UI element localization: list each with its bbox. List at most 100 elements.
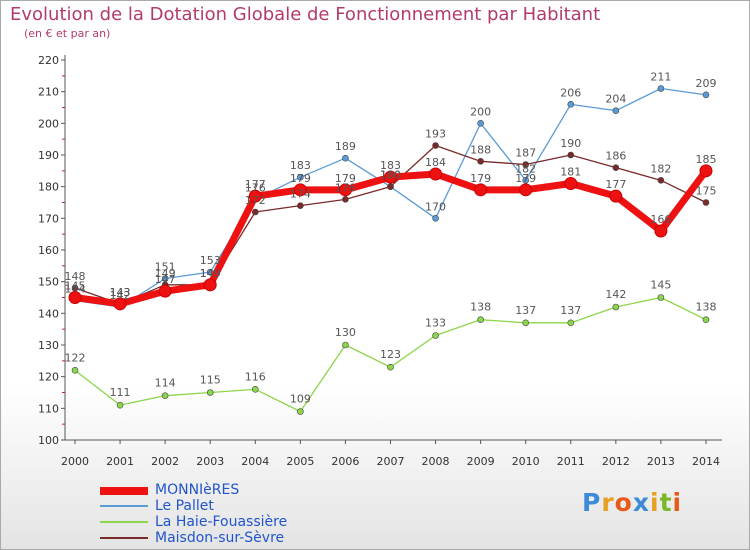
data-point — [612, 303, 620, 311]
x-tick-label: 2009 — [467, 455, 495, 468]
data-label: 211 — [650, 71, 671, 84]
data-label: 186 — [605, 150, 626, 163]
x-tick-label: 2007 — [376, 455, 404, 468]
data-label: 177 — [245, 178, 266, 191]
chart-subtitle: (en € et par an) — [24, 27, 111, 40]
data-point — [297, 202, 304, 209]
data-label: 145 — [650, 279, 671, 292]
proxiti-logo: Proxiti — [582, 488, 682, 517]
data-label: 190 — [560, 137, 581, 150]
legend-swatch-le-pallet — [100, 505, 148, 507]
data-point — [432, 142, 439, 149]
x-tick-label: 2001 — [106, 455, 134, 468]
x-tick-label: 2013 — [647, 455, 675, 468]
legend-swatch-maisdon-sur-sevre — [100, 537, 148, 539]
data-label: 182 — [650, 162, 671, 175]
data-point — [338, 183, 352, 197]
data-label: 122 — [65, 351, 86, 364]
data-label: 206 — [560, 86, 581, 99]
data-label: 143 — [110, 286, 131, 299]
x-tick-label: 2002 — [151, 455, 179, 468]
data-point — [567, 151, 575, 159]
data-point — [654, 224, 668, 238]
y-tick-label: 170 — [38, 212, 59, 225]
data-point — [116, 401, 124, 409]
data-label: 209 — [695, 77, 716, 90]
data-point — [297, 173, 304, 181]
data-point — [522, 161, 530, 168]
logo-letter: P — [582, 488, 602, 517]
data-point — [702, 91, 710, 99]
data-label: 180 — [380, 169, 401, 182]
data-label: 144 — [65, 283, 86, 296]
data-label: 123 — [380, 348, 401, 361]
data-label: 111 — [110, 386, 131, 399]
data-point — [477, 316, 484, 323]
data-label: 204 — [605, 93, 626, 106]
logo-letter: o — [614, 488, 633, 517]
data-label: 180 — [380, 169, 401, 182]
data-point — [161, 392, 169, 399]
data-label: 130 — [335, 326, 356, 339]
logo-letter: i — [672, 488, 683, 517]
data-label: 179 — [335, 172, 356, 185]
data-point — [474, 183, 488, 197]
data-label: 187 — [515, 147, 536, 160]
data-label: 184 — [425, 156, 446, 169]
data-point — [342, 154, 349, 162]
data-label: 172 — [245, 194, 266, 207]
data-label: 149 — [200, 267, 221, 280]
data-label: 185 — [695, 153, 716, 166]
data-label: 183 — [290, 159, 311, 172]
x-tick-label: 2008 — [422, 455, 450, 468]
data-point — [567, 319, 575, 327]
data-point — [71, 367, 79, 374]
data-label: 115 — [200, 374, 221, 387]
data-point — [657, 177, 665, 184]
data-label: 153 — [200, 254, 221, 267]
data-label: 142 — [605, 288, 626, 301]
data-label: 200 — [470, 105, 491, 118]
legend-label: La Haie-Fouassière — [155, 514, 288, 530]
chart-title: Evolution de la Dotation Globale de Fonc… — [10, 4, 601, 25]
data-label: 116 — [245, 370, 266, 383]
data-point — [342, 196, 349, 203]
y-tick-label: 120 — [38, 371, 59, 384]
data-point — [519, 183, 533, 197]
data-label: 151 — [155, 261, 176, 274]
data-label: 175 — [695, 185, 716, 198]
y-tick-label: 180 — [38, 181, 59, 194]
legend-swatch-la-haie-fouassiere — [100, 521, 148, 523]
y-tick-label: 210 — [38, 86, 59, 99]
data-label: 179 — [470, 172, 491, 185]
y-tick-label: 100 — [38, 434, 59, 447]
data-point — [432, 215, 439, 222]
data-point — [522, 319, 530, 327]
data-point — [387, 363, 394, 371]
data-label: 179 — [515, 172, 536, 185]
data-point — [432, 332, 439, 339]
legend-label: Maisdon-sur-Sèvre — [155, 530, 285, 546]
y-tick-label: 200 — [38, 117, 59, 130]
logo-letter: x — [632, 488, 650, 517]
legend-label: MONNIèRES — [155, 482, 240, 498]
data-label: 183 — [380, 159, 401, 172]
data-label: 193 — [425, 128, 446, 141]
x-tick-label: 2014 — [692, 455, 720, 468]
data-label: 138 — [470, 301, 491, 314]
x-tick-label: 2010 — [512, 455, 540, 468]
x-tick-label: 2000 — [61, 455, 89, 468]
data-point — [68, 291, 82, 304]
logo-letter: t — [659, 488, 673, 517]
x-tick-label: 2004 — [241, 455, 269, 468]
data-label: 137 — [515, 304, 536, 317]
data-label: 148 — [65, 270, 86, 283]
y-tick-label: 140 — [38, 307, 59, 320]
data-point — [657, 294, 665, 301]
data-label: 149 — [200, 267, 221, 280]
data-point — [342, 341, 349, 349]
x-tick-label: 2003 — [196, 455, 224, 468]
data-point — [383, 170, 397, 184]
